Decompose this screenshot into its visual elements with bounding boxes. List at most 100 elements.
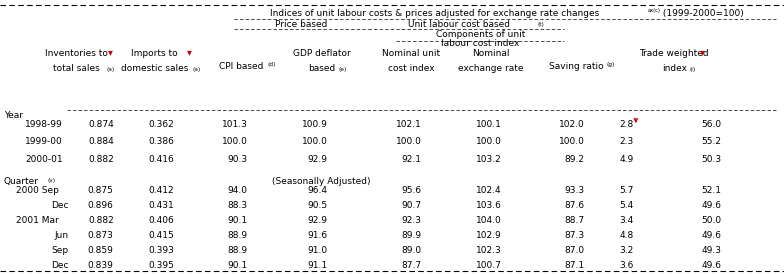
Text: 5.4: 5.4 bbox=[619, 201, 633, 210]
Text: 92.3: 92.3 bbox=[401, 216, 422, 225]
Text: 2000-01: 2000-01 bbox=[25, 155, 63, 164]
Text: 0.859: 0.859 bbox=[88, 247, 114, 255]
Text: (t): (t) bbox=[537, 22, 544, 27]
Text: 91.6: 91.6 bbox=[307, 232, 328, 240]
Text: 0.386: 0.386 bbox=[148, 138, 174, 146]
Text: 0.362: 0.362 bbox=[148, 120, 174, 129]
Text: ▾: ▾ bbox=[108, 47, 113, 57]
Text: Nominal: Nominal bbox=[472, 49, 510, 58]
Text: 100.0: 100.0 bbox=[396, 138, 422, 146]
Text: Sep: Sep bbox=[52, 247, 69, 255]
Text: ax(c): ax(c) bbox=[648, 8, 660, 13]
Text: 0.412: 0.412 bbox=[148, 186, 174, 195]
Text: 49.6: 49.6 bbox=[701, 261, 721, 270]
Text: 3.2: 3.2 bbox=[619, 247, 633, 255]
Text: 2.3: 2.3 bbox=[619, 138, 633, 146]
Text: 88.9: 88.9 bbox=[227, 232, 248, 240]
Text: 87.1: 87.1 bbox=[564, 261, 585, 270]
Text: 102.1: 102.1 bbox=[396, 120, 422, 129]
Text: 0.882: 0.882 bbox=[88, 216, 114, 225]
Text: Nominal unit: Nominal unit bbox=[382, 49, 440, 58]
Text: 0.395: 0.395 bbox=[148, 261, 174, 270]
Text: CPI based: CPI based bbox=[220, 62, 263, 71]
Text: GDP deflator: GDP deflator bbox=[292, 49, 350, 58]
Text: Dec: Dec bbox=[52, 261, 69, 270]
Text: 4.9: 4.9 bbox=[619, 155, 633, 164]
Text: index: index bbox=[662, 64, 687, 73]
Text: (a): (a) bbox=[192, 67, 201, 72]
Text: 88.7: 88.7 bbox=[564, 216, 585, 225]
Text: 3.6: 3.6 bbox=[619, 261, 633, 270]
Text: 90.3: 90.3 bbox=[227, 155, 248, 164]
Text: 50.0: 50.0 bbox=[701, 216, 721, 225]
Text: cost index: cost index bbox=[387, 64, 434, 73]
Text: 89.2: 89.2 bbox=[564, 155, 585, 164]
Text: 0.884: 0.884 bbox=[88, 138, 114, 146]
Text: exchange rate: exchange rate bbox=[458, 64, 524, 73]
Text: Price based: Price based bbox=[275, 20, 327, 29]
Text: 87.7: 87.7 bbox=[401, 261, 422, 270]
Text: Trade weighted: Trade weighted bbox=[640, 49, 709, 58]
Text: (i): (i) bbox=[690, 67, 696, 72]
Text: (g): (g) bbox=[606, 62, 615, 67]
Text: 0.875: 0.875 bbox=[88, 186, 114, 195]
Text: Jun: Jun bbox=[55, 232, 69, 240]
Text: 0.874: 0.874 bbox=[88, 120, 114, 129]
Text: 87.0: 87.0 bbox=[564, 247, 585, 255]
Text: total sales: total sales bbox=[53, 64, 100, 73]
Text: Saving ratio: Saving ratio bbox=[549, 62, 604, 71]
Text: 0.873: 0.873 bbox=[88, 232, 114, 240]
Text: 0.839: 0.839 bbox=[88, 261, 114, 270]
Text: (a): (a) bbox=[107, 67, 115, 72]
Text: 94.0: 94.0 bbox=[227, 186, 248, 195]
Text: 88.3: 88.3 bbox=[227, 201, 248, 210]
Text: 100.0: 100.0 bbox=[476, 138, 502, 146]
Text: Imports to: Imports to bbox=[131, 49, 178, 58]
Text: 88.9: 88.9 bbox=[227, 247, 248, 255]
Text: Unit labour cost based: Unit labour cost based bbox=[408, 20, 510, 29]
Text: 2.8: 2.8 bbox=[619, 120, 633, 129]
Text: Dec: Dec bbox=[52, 201, 69, 210]
Text: (v): (v) bbox=[48, 178, 56, 182]
Text: 87.3: 87.3 bbox=[564, 232, 585, 240]
Text: 89.9: 89.9 bbox=[401, 232, 422, 240]
Text: 49.6: 49.6 bbox=[701, 232, 721, 240]
Text: 2001 Mar: 2001 Mar bbox=[16, 216, 59, 225]
Text: 91.0: 91.0 bbox=[307, 247, 328, 255]
Text: Year: Year bbox=[4, 111, 23, 120]
Text: 49.6: 49.6 bbox=[701, 201, 721, 210]
Text: 0.393: 0.393 bbox=[148, 247, 174, 255]
Text: 96.4: 96.4 bbox=[307, 186, 328, 195]
Text: (1999-2000=100): (1999-2000=100) bbox=[660, 9, 744, 18]
Text: 101.3: 101.3 bbox=[222, 120, 248, 129]
Text: 52.1: 52.1 bbox=[701, 186, 721, 195]
Text: 102.4: 102.4 bbox=[476, 186, 502, 195]
Text: Indices of unit labour costs & prices adjusted for exchange rate changes: Indices of unit labour costs & prices ad… bbox=[270, 9, 600, 18]
Text: 4.8: 4.8 bbox=[619, 232, 633, 240]
Text: 5.7: 5.7 bbox=[619, 186, 633, 195]
Text: 55.2: 55.2 bbox=[701, 138, 721, 146]
Text: 0.882: 0.882 bbox=[88, 155, 114, 164]
Text: 95.6: 95.6 bbox=[401, 186, 422, 195]
Text: 90.1: 90.1 bbox=[227, 216, 248, 225]
Text: 100.0: 100.0 bbox=[302, 138, 328, 146]
Text: domestic sales: domestic sales bbox=[121, 64, 188, 73]
Text: labour cost index: labour cost index bbox=[441, 39, 519, 48]
Text: 92.1: 92.1 bbox=[401, 155, 422, 164]
Text: 100.9: 100.9 bbox=[302, 120, 328, 129]
Text: (Seasonally Adjusted): (Seasonally Adjusted) bbox=[272, 177, 371, 186]
Text: 90.1: 90.1 bbox=[227, 261, 248, 270]
Text: Components of unit: Components of unit bbox=[436, 30, 524, 39]
Text: 56.0: 56.0 bbox=[701, 120, 721, 129]
Text: based: based bbox=[308, 64, 335, 73]
Text: 90.5: 90.5 bbox=[307, 201, 328, 210]
Text: 1999-00: 1999-00 bbox=[25, 138, 63, 146]
Text: 91.1: 91.1 bbox=[307, 261, 328, 270]
Text: 0.415: 0.415 bbox=[148, 232, 174, 240]
Text: 87.6: 87.6 bbox=[564, 201, 585, 210]
Text: 89.0: 89.0 bbox=[401, 247, 422, 255]
Text: 92.9: 92.9 bbox=[307, 155, 328, 164]
Text: 102.0: 102.0 bbox=[559, 120, 585, 129]
Text: 0.406: 0.406 bbox=[148, 216, 174, 225]
Text: 100.1: 100.1 bbox=[476, 120, 502, 129]
